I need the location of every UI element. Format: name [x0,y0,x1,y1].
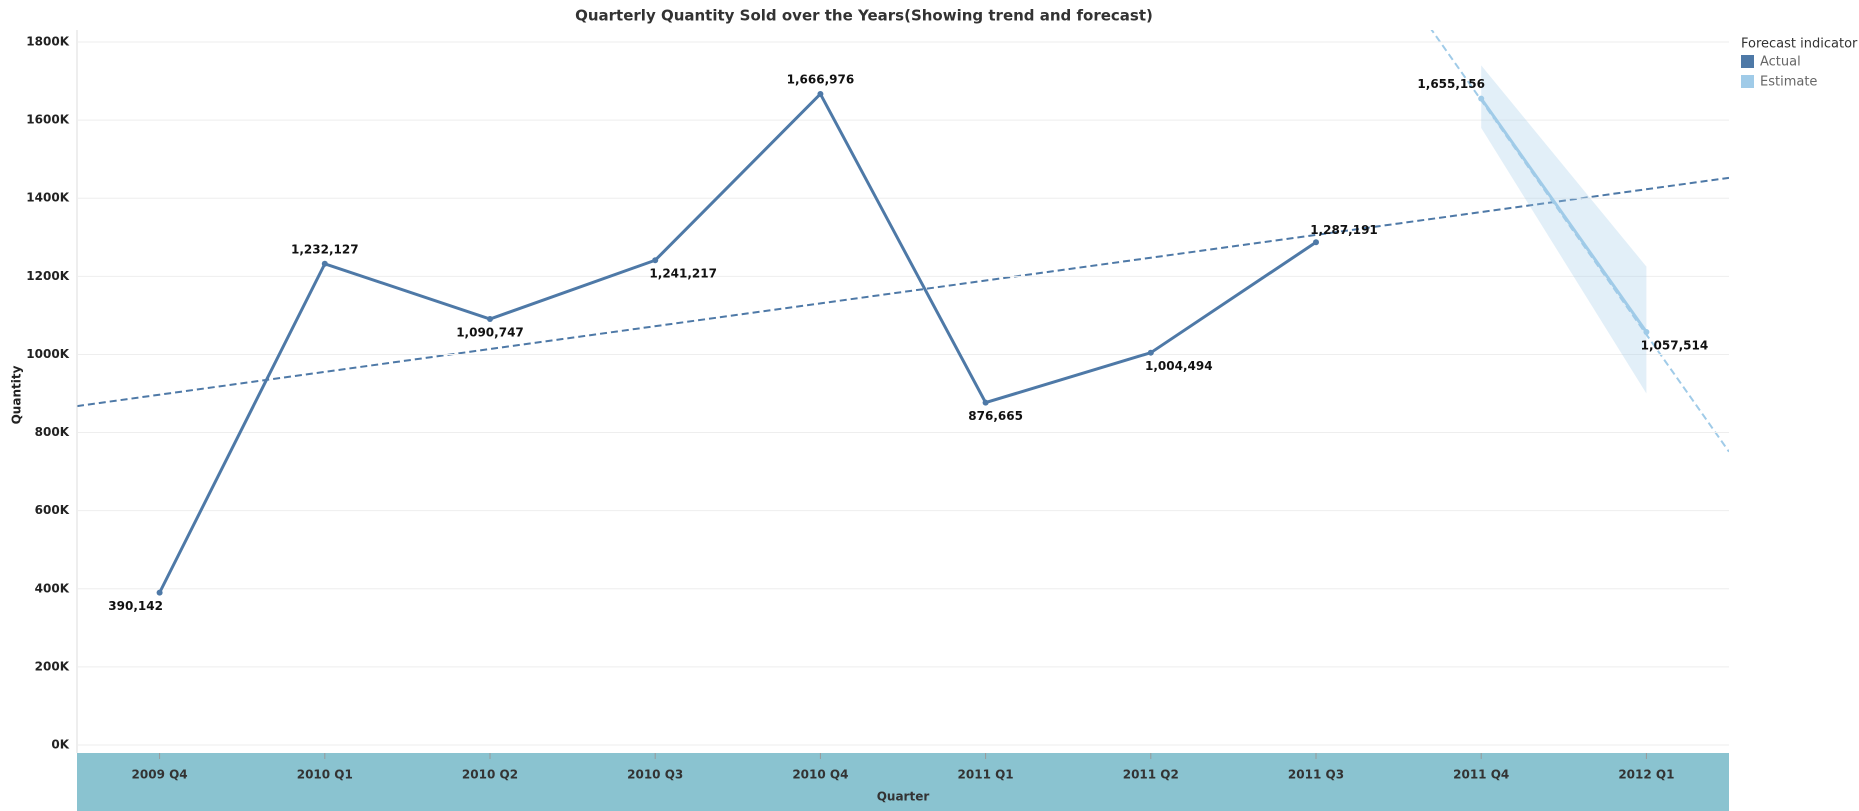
y-tick-label: 0K [51,738,69,752]
y-axis-title: Quantity [10,365,24,424]
data-point [1147,349,1154,356]
y-tick-label: 1000K [26,347,69,361]
x-tick-label: 2010 Q3 [627,768,683,782]
data-label: 1,287,191 [1310,223,1378,237]
x-tick-label: 2011 Q1 [958,768,1014,782]
data-point [1478,95,1485,102]
data-point [1643,328,1650,335]
x-tick-label: 2010 Q2 [462,768,518,782]
x-tick-label: 2011 Q2 [1123,768,1179,782]
x-tick-label: 2010 Q4 [792,768,848,782]
trend-line [77,176,1729,408]
x-axis-band [77,753,1729,811]
y-tick-label: 800K [35,425,70,439]
data-label: 390,142 [108,599,163,613]
data-label: 1,655,156 [1417,77,1485,91]
legend-label: Estimate [1760,75,1817,90]
legend-swatch [1741,55,1754,68]
data-label: 1,004,494 [1145,359,1213,373]
data-line [1479,97,1648,333]
y-tick-label: 1600K [26,113,69,127]
x-tick-label: 2010 Q1 [297,768,353,782]
data-point [817,90,824,97]
y-tick-label: 1200K [26,269,69,283]
x-tick-label: 2011 Q4 [1453,768,1509,782]
data-label: 1,666,976 [787,72,855,86]
data-point [487,316,493,323]
data-label: 1,241,217 [649,267,717,281]
data-point [321,260,328,267]
data-label: 1,232,127 [291,242,359,256]
y-tick-label: 400K [35,581,70,595]
data-point [1313,239,1319,246]
x-axis-title: Quarter [877,790,930,804]
data-point [982,399,989,406]
data-label: 1,090,747 [456,326,524,340]
data-label: 1,057,514 [1641,338,1709,352]
forecast-band [1481,65,1647,394]
data-point [156,589,163,596]
y-tick-label: 1800K [26,35,69,49]
data-line [158,91,1317,594]
x-tick-label: 2011 Q3 [1288,768,1344,782]
data-label: 876,665 [968,409,1023,423]
legend-swatch [1741,75,1754,88]
data-point [652,257,659,264]
y-tick-label: 600K [35,503,70,517]
legend-label: Actual [1760,55,1801,70]
chart-title: Quarterly Quantity Sold over the Years(S… [575,7,1153,25]
x-tick-label: 2012 Q1 [1618,768,1674,782]
legend-title: Forecast indicator [1741,37,1858,52]
y-tick-label: 1400K [26,191,69,205]
y-tick-label: 200K [35,659,70,673]
x-tick-label: 2009 Q4 [132,768,188,782]
